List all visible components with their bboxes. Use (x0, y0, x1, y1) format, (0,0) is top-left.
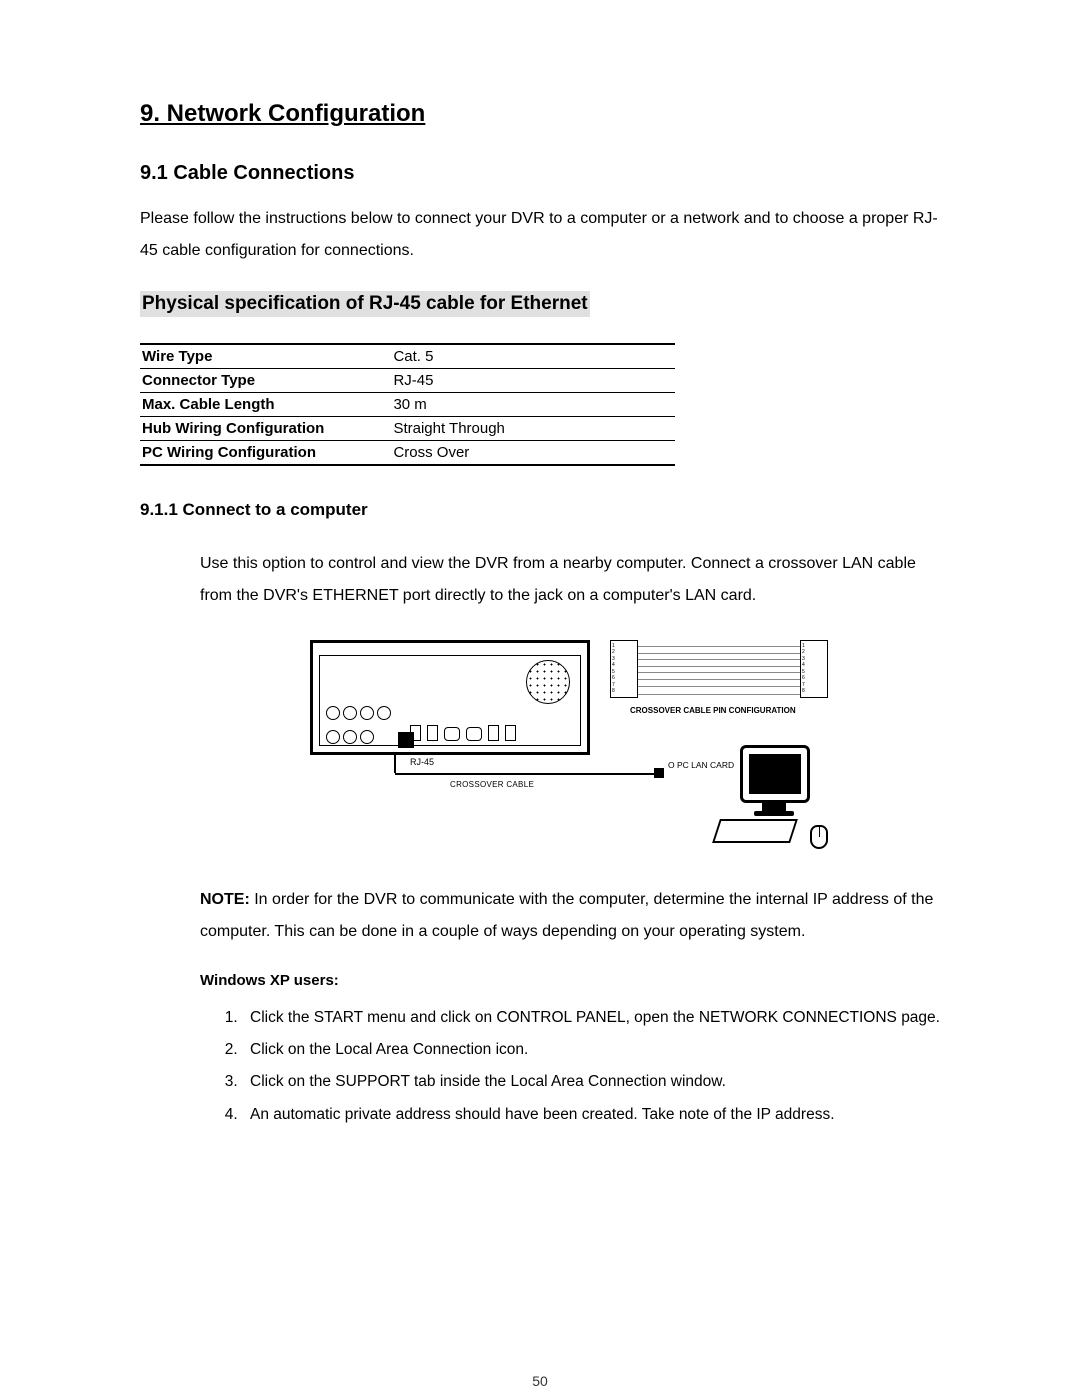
lan-card-slot-icon (654, 768, 664, 778)
bnc-ports-row2-icon (326, 730, 374, 744)
pins-caption: CROSSOVER CABLE PIN CONFIGURATION (630, 706, 796, 715)
spec-value: Cat. 5 (391, 344, 675, 369)
note-text: In order for the DVR to communicate with… (200, 891, 933, 940)
pin-lines-icon (638, 644, 800, 698)
rj45-port-icon (398, 732, 414, 748)
mouse-icon (810, 825, 828, 849)
table-row: PC Wiring Configuration Cross Over (140, 441, 675, 466)
connection-diagram: RJ-45 CROSSOVER CABLE O PC LAN CARD 1234… (310, 640, 830, 850)
table-row: Hub Wiring Configuration Straight Throug… (140, 417, 675, 441)
spec-table: Wire Type Cat. 5 Connector Type RJ-45 Ma… (140, 343, 675, 466)
spec-value: Cross Over (391, 441, 675, 466)
subsection-body: Use this option to control and view the … (200, 548, 940, 612)
list-item: Click on the SUPPORT tab inside the Loca… (242, 1067, 940, 1097)
crossover-cable-label: CROSSOVER CABLE (450, 780, 534, 789)
spec-label: Wire Type (140, 344, 391, 369)
note-paragraph: NOTE: In order for the DVR to communicat… (200, 884, 940, 948)
rj45-label: RJ-45 (410, 757, 434, 767)
section-intro: Please follow the instructions below to … (140, 203, 940, 267)
xp-heading: Windows XP users: (200, 972, 940, 989)
spec-label: Connector Type (140, 369, 391, 393)
page-title: 9. Network Configuration (140, 100, 940, 128)
table-row: Wire Type Cat. 5 (140, 344, 675, 369)
cable-drop-icon (394, 755, 396, 773)
list-item: Click the START menu and click on CONTRO… (242, 1003, 940, 1033)
spec-value: 30 m (391, 393, 675, 417)
pin-block-right-icon: 12345678 (800, 640, 828, 698)
spec-label: Max. Cable Length (140, 393, 391, 417)
section-title: 9.1 Cable Connections (140, 162, 940, 185)
pin-block-left-icon: 12345678 (610, 640, 638, 698)
crossover-cable-icon (395, 773, 655, 775)
spec-label: Hub Wiring Configuration (140, 417, 391, 441)
computer-icon (710, 745, 830, 845)
spec-label: PC Wiring Configuration (140, 441, 391, 466)
table-row: Max. Cable Length 30 m (140, 393, 675, 417)
fan-icon (526, 660, 570, 704)
page-number: 50 (532, 1373, 548, 1389)
monitor-icon (740, 745, 810, 803)
rear-ports-icon (410, 716, 516, 741)
note-label: NOTE: (200, 891, 250, 908)
spec-value: RJ-45 (391, 369, 675, 393)
xp-steps-list: Click the START menu and click on CONTRO… (242, 1003, 940, 1130)
spec-heading: Physical specification of RJ-45 cable fo… (140, 291, 590, 317)
keyboard-icon (712, 819, 798, 843)
spec-value: Straight Through (391, 417, 675, 441)
pin-config-icon: 12345678 12345678 (610, 640, 828, 702)
subsection-title: 9.1.1 Connect to a computer (140, 500, 940, 520)
list-item: An automatic private address should have… (242, 1100, 940, 1130)
dvr-box-icon (310, 640, 590, 755)
list-item: Click on the Local Area Connection icon. (242, 1035, 940, 1065)
bnc-ports-icon (326, 706, 391, 720)
table-row: Connector Type RJ-45 (140, 369, 675, 393)
